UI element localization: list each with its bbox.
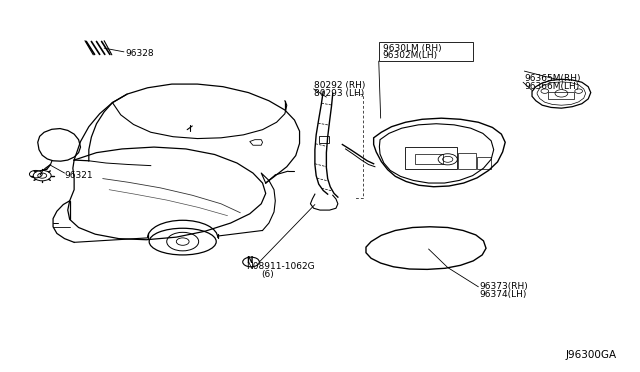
Text: 96365M(RH): 96365M(RH) [524, 74, 581, 83]
Text: 80292 (RH): 80292 (RH) [314, 81, 365, 90]
Text: 9630LM (RH): 9630LM (RH) [383, 44, 441, 52]
Text: 96366M(LH): 96366M(LH) [524, 82, 580, 91]
Text: (6): (6) [261, 270, 274, 279]
Text: 96373(RH): 96373(RH) [479, 282, 529, 291]
Text: 80293 (LH): 80293 (LH) [314, 89, 364, 98]
Circle shape [243, 257, 259, 267]
Bar [379, 42, 473, 61]
Text: 96321: 96321 [65, 171, 93, 180]
Text: J96300GA: J96300GA [566, 350, 617, 360]
Text: 96374(LH): 96374(LH) [479, 290, 527, 299]
Text: 96302M(LH): 96302M(LH) [383, 51, 438, 60]
Text: N: N [246, 256, 252, 265]
Text: 96328: 96328 [125, 49, 154, 58]
Text: N08911-1062G: N08911-1062G [246, 262, 314, 271]
